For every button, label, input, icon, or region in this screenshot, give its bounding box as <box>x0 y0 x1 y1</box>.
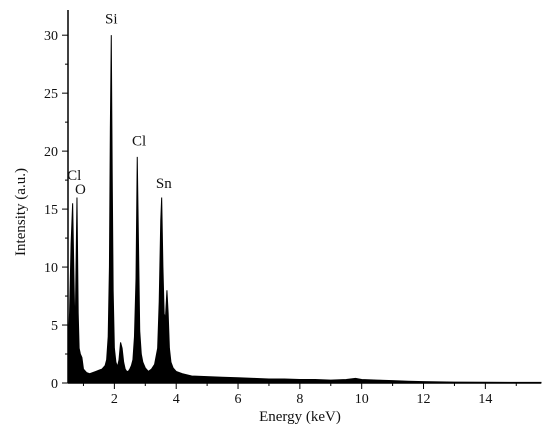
x-axis-label: Energy (keV) <box>259 409 341 425</box>
x-tick-label-12: 12 <box>417 392 431 407</box>
peak-label-4: Sn <box>156 176 172 192</box>
x-tick-label-2: 2 <box>111 392 118 407</box>
y-tick-label-15: 15 <box>44 203 58 218</box>
y-tick-label-25: 25 <box>44 87 58 102</box>
y-axis-label: Intensity (a.u.) <box>13 168 29 256</box>
x-tick-label-6: 6 <box>235 392 242 407</box>
peak-label-0: Cl <box>67 168 81 184</box>
spectrum-series <box>67 35 542 384</box>
tick-labels: 2 4 6 8 10 12 14 0 5 10 15 20 25 30 <box>44 29 492 407</box>
peak-label-2: Si <box>105 12 118 28</box>
peak-label-3: Cl <box>132 133 146 149</box>
y-tick-label-30: 30 <box>44 29 58 44</box>
y-tick-label-20: 20 <box>44 145 58 160</box>
y-tick-label-10: 10 <box>44 261 58 276</box>
x-tick-label-4: 4 <box>173 392 180 407</box>
spectrum-series-0 <box>67 35 542 384</box>
tick-marks <box>62 34 517 389</box>
x-tick-label-8: 8 <box>296 392 303 407</box>
y-tick-label-5: 5 <box>51 319 58 334</box>
y-tick-label-0: 0 <box>51 377 58 392</box>
x-tick-label-10: 10 <box>355 392 369 407</box>
x-tick-label-14: 14 <box>478 392 492 407</box>
axes <box>67 10 541 384</box>
peak-label-1: O <box>75 182 86 198</box>
